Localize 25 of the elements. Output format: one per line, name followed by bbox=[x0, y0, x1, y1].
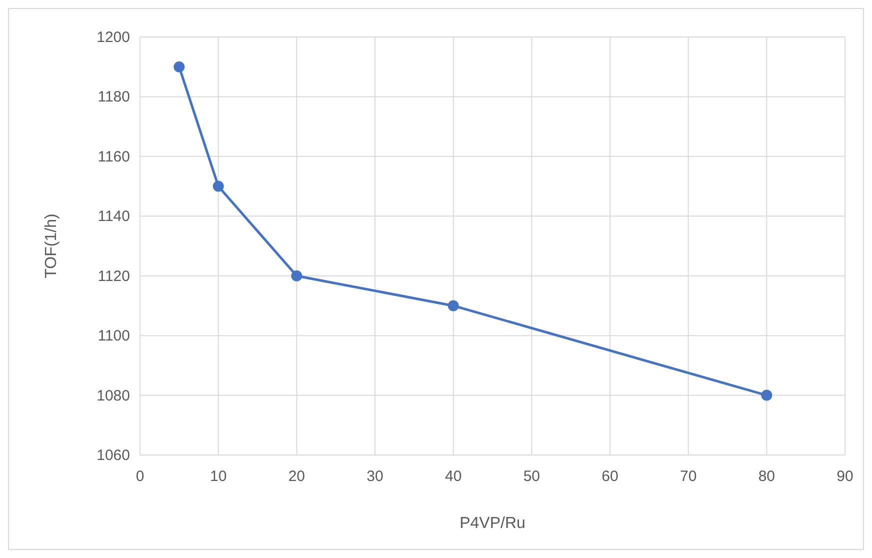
x-tick-label: 0 bbox=[136, 468, 144, 485]
x-axis-title: P4VP/Ru bbox=[460, 515, 526, 532]
x-tick-label: 30 bbox=[366, 468, 384, 485]
x-tick-label: 50 bbox=[523, 468, 540, 485]
x-tick-label: 70 bbox=[680, 468, 697, 485]
y-tick-label: 1100 bbox=[98, 328, 130, 345]
y-tick-label: 1200 bbox=[96, 29, 130, 46]
x-tick-label: 40 bbox=[444, 468, 462, 485]
y-tick-label: 1160 bbox=[98, 148, 130, 166]
point bbox=[174, 61, 185, 72]
y-tick-label: 1060 bbox=[96, 447, 130, 464]
point bbox=[212, 180, 224, 192]
y-tick-label: 1120 bbox=[98, 268, 130, 285]
x-tick-label: 90 bbox=[836, 468, 854, 485]
x-tick-label: 20 bbox=[288, 468, 306, 485]
x-tick-label: 10 bbox=[210, 468, 227, 485]
y-tick-label: 1180 bbox=[98, 88, 130, 106]
x-tick-label: 60 bbox=[602, 468, 618, 485]
x-tick-label: 80 bbox=[758, 468, 776, 485]
y-tick-label: 1140 bbox=[98, 208, 130, 226]
y-axis-title: TOF(1/h) bbox=[43, 214, 60, 278]
point bbox=[448, 300, 459, 312]
point bbox=[761, 390, 772, 401]
y-tick-label: 1080 bbox=[96, 387, 130, 404]
point bbox=[291, 270, 302, 282]
